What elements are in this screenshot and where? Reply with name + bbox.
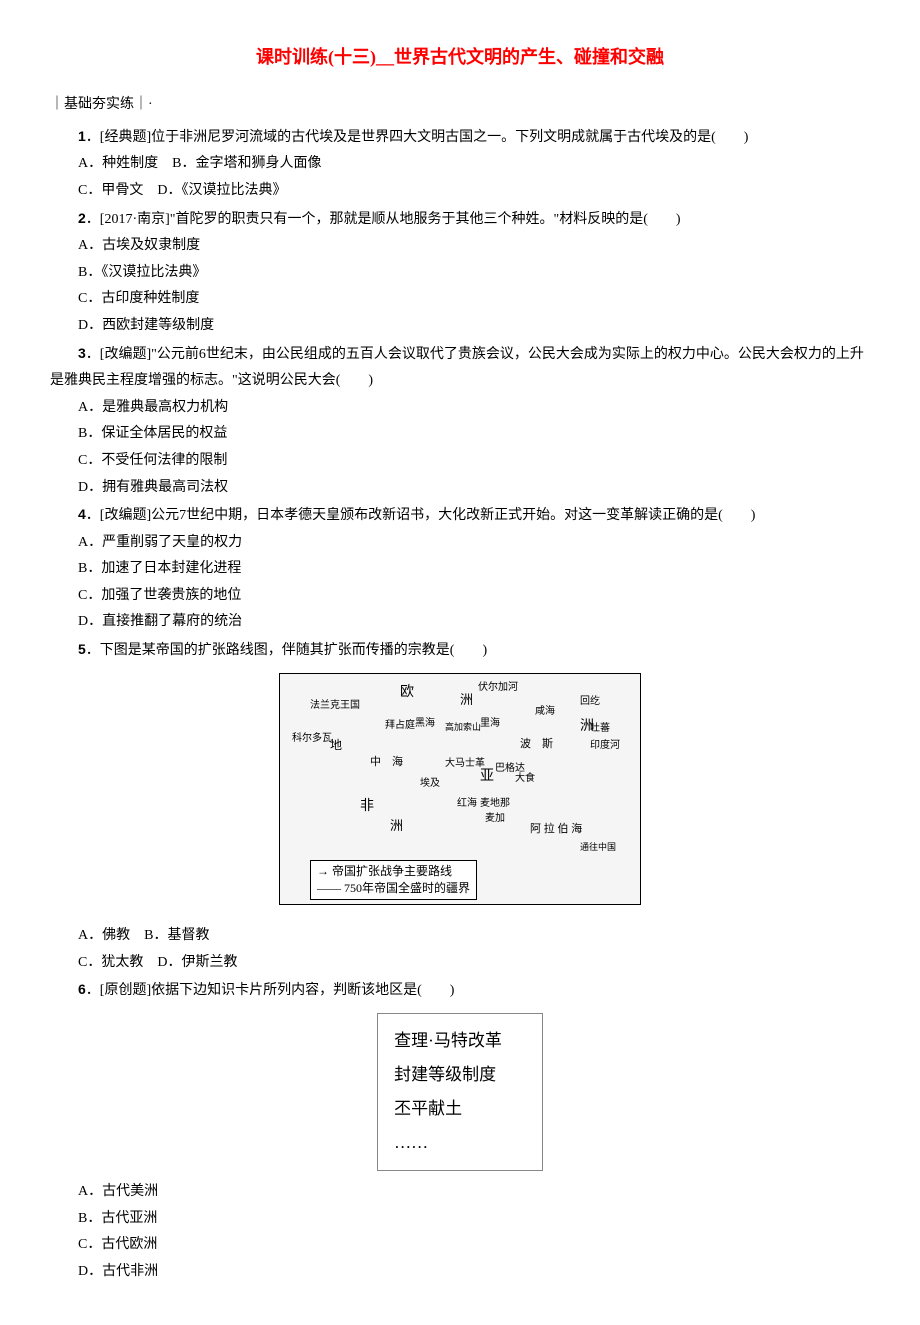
answer-blank: ( )	[711, 130, 748, 145]
question-number: 1	[78, 128, 86, 144]
map-label-arabiansea: 阿 拉 伯 海	[530, 819, 582, 840]
map-label-damascus: 大马士革	[445, 754, 485, 773]
question-4: 4．[改编题]公元7世纪中期，日本孝德天皇颁布改新诏书，大化改新正式开始。对这一…	[50, 501, 870, 530]
question-tag: [改编题]	[100, 347, 151, 362]
question-stem: 下图是某帝国的扩张路线图，伴随其扩张而传播的宗教是	[100, 643, 450, 658]
map-legend-line1: → 帝国扩张战争主要路线	[317, 863, 470, 880]
card-figure: 查理·马特改革 封建等级制度 丕平献土 ……	[50, 1013, 870, 1171]
map-label-redsea: 红海	[457, 794, 477, 813]
map-figure: 欧 洲 伏尔加河 亚 洲 非 洲 法兰克王国 科尔多瓦 地 中 海 黑海 拜占庭…	[50, 673, 870, 916]
q4-option-a: A．严重削弱了天皇的权力	[50, 530, 870, 557]
q3-option-c: C．不受任何法律的限制	[50, 448, 870, 475]
q2-option-d: D．西欧封建等级制度	[50, 313, 870, 340]
q4-option-b: B．加速了日本封建化进程	[50, 556, 870, 583]
answer-blank: ( )	[450, 643, 487, 658]
map-label-africa: 非	[360, 794, 374, 821]
answer-blank: ( )	[417, 983, 454, 998]
map-label-continent3: 洲	[390, 814, 403, 839]
question-stem: "公元前6世纪末，由公民组成的五百人会议取代了贵族会议，公民大会成为实际上的权力…	[50, 347, 864, 389]
map-label-frank: 法兰克王国	[310, 696, 360, 715]
card-line-4: ……	[394, 1126, 502, 1160]
map-label-blacksea: 黑海	[415, 714, 435, 733]
q3-option-d: D．拥有雅典最高司法权	[50, 475, 870, 502]
answer-blank: ( )	[643, 212, 680, 227]
question-number: 3	[78, 345, 86, 361]
q3-option-a: A．是雅典最高权力机构	[50, 395, 870, 422]
q1-option-cd: C．甲骨文 D．《汉谟拉比法典》	[50, 178, 870, 205]
q5-option-ab: A．佛教 B．基督教	[50, 923, 870, 950]
q5-option-cd: C．犹太教 D．伊斯兰教	[50, 950, 870, 977]
question-tag: [经典题]	[100, 130, 151, 145]
map-label-huihe: 回纥	[580, 692, 600, 711]
expansion-map: 欧 洲 伏尔加河 亚 洲 非 洲 法兰克王国 科尔多瓦 地 中 海 黑海 拜占庭…	[279, 673, 641, 905]
map-label-tang: 通往中国	[580, 839, 616, 856]
map-label-medi: 地	[330, 734, 342, 757]
question-number: 4	[78, 506, 86, 522]
q6-option-d: D．古代非洲	[50, 1259, 870, 1286]
map-label-aral: 咸海	[535, 702, 555, 721]
question-tag: [改编题]	[100, 508, 151, 523]
map-label-caspian: 里海	[480, 714, 500, 733]
q6-option-a: A．古代美洲	[50, 1179, 870, 1206]
section-label-text: ｜基础夯实练｜·	[50, 97, 153, 112]
map-legend-line2: —— 750年帝国全盛时的疆界	[317, 880, 470, 897]
page-title: 课时训练(十三)__世界古代文明的产生、碰撞和交融	[50, 40, 870, 74]
question-5: 5．下图是某帝国的扩张路线图，伴随其扩张而传播的宗教是( )	[50, 636, 870, 665]
question-tag: [2017·南京]	[100, 212, 170, 227]
answer-blank: ( )	[336, 373, 373, 388]
map-label-caucasus: 高加索山	[445, 719, 481, 736]
q4-option-d: D．直接推翻了幕府的统治	[50, 609, 870, 636]
q4-option-c: C．加强了世袭贵族的地位	[50, 583, 870, 610]
map-label-india: 印度河	[590, 736, 620, 755]
map-label-byzantine: 拜占庭	[385, 716, 415, 735]
map-label-mecca: 麦加	[485, 809, 505, 828]
question-stem: 位于非洲尼罗河流域的古代埃及是世界四大文明古国之一。下列文明成就属于古代埃及的是	[151, 130, 711, 145]
map-label-daqin: 大食	[515, 769, 535, 788]
map-label-persian: 波 斯	[520, 734, 553, 755]
question-tag: [原创题]	[100, 983, 151, 998]
map-legend: → 帝国扩张战争主要路线 —— 750年帝国全盛时的疆界	[310, 860, 477, 900]
question-2: 2．[2017·南京]"首陀罗的职责只有一个，那就是顺从地服务于其他三个种姓。"…	[50, 205, 870, 234]
map-label-sea-center: 中 海	[370, 752, 403, 773]
map-label-cordoba: 科尔多瓦	[292, 729, 332, 748]
q2-option-c: C．古印度种姓制度	[50, 286, 870, 313]
card-line-1: 查理·马特改革	[394, 1024, 502, 1058]
question-stem: "首陀罗的职责只有一个，那就是顺从地服务于其他三个种姓。"材料反映的是	[170, 212, 643, 227]
q6-option-c: C．古代欧洲	[50, 1232, 870, 1259]
map-label-continent1: 洲	[460, 688, 473, 713]
q1-option-ab: A．种姓制度 B．金字塔和狮身人面像	[50, 151, 870, 178]
card-line-2: 封建等级制度	[394, 1058, 502, 1092]
section-label: ｜基础夯实练｜·	[50, 92, 870, 119]
question-6: 6．[原创题]依据下边知识卡片所列内容，判断该地区是( )	[50, 976, 870, 1005]
question-1: 1．[经典题]位于非洲尼罗河流域的古代埃及是世界四大文明古国之一。下列文明成就属…	[50, 123, 870, 152]
knowledge-card: 查理·马特改革 封建等级制度 丕平献土 ……	[377, 1013, 543, 1171]
q2-option-a: A．古埃及奴隶制度	[50, 233, 870, 260]
map-label-europe: 欧	[400, 680, 414, 707]
question-3: 3．[改编题]"公元前6世纪末，由公民组成的五百人会议取代了贵族会议，公民大会成…	[50, 340, 870, 395]
q3-option-b: B．保证全体居民的权益	[50, 421, 870, 448]
question-number: 2	[78, 210, 86, 226]
q6-option-b: B．古代亚洲	[50, 1206, 870, 1233]
card-line-3: 丕平献土	[394, 1092, 502, 1126]
answer-blank: ( )	[718, 508, 755, 523]
map-label-egypt: 埃及	[420, 774, 440, 793]
map-label-volga: 伏尔加河	[478, 678, 518, 697]
question-stem: 依据下边知识卡片所列内容，判断该地区是	[151, 983, 417, 998]
question-stem: 公元7世纪中期，日本孝德天皇颁布改新诏书，大化改新正式开始。对这一变革解读正确的…	[151, 508, 718, 523]
q2-option-b: B．《汉谟拉比法典》	[50, 260, 870, 287]
question-number: 6	[78, 981, 86, 997]
question-number: 5	[78, 641, 86, 657]
